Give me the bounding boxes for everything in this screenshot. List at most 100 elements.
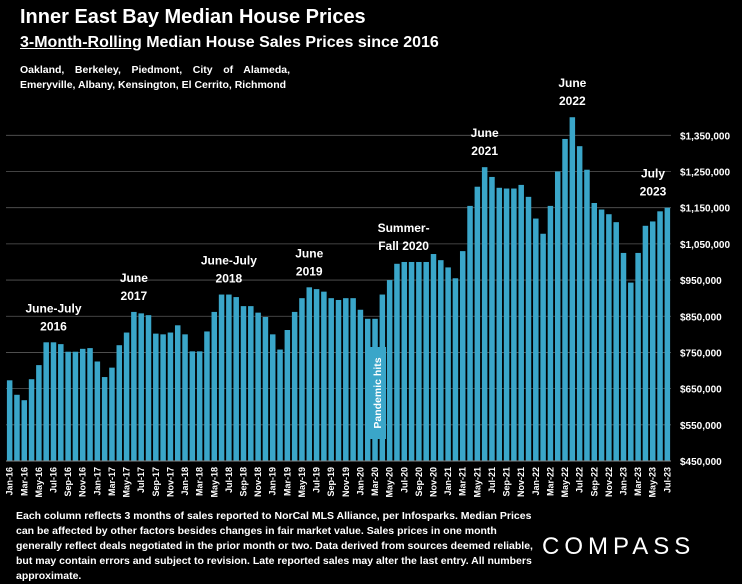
bar — [79, 348, 86, 461]
peak-annotation-line1: June — [295, 246, 323, 260]
x-tick-label: Mar-19 — [282, 467, 292, 496]
bar — [87, 348, 93, 461]
x-tick-label: Nov-18 — [253, 467, 263, 497]
bar — [321, 291, 327, 461]
x-tick-label: Mar-21 — [458, 467, 468, 496]
bar — [445, 267, 451, 461]
x-tick-label: Sep-17 — [151, 467, 161, 497]
y-tick-label: $450,000 — [680, 457, 722, 468]
x-tick-label: Sep-19 — [326, 467, 336, 497]
x-tick-label: Nov-17 — [165, 467, 175, 497]
bar — [591, 202, 598, 462]
x-tick-label: Jan-22 — [531, 467, 541, 496]
bar — [306, 287, 313, 461]
bar — [262, 316, 269, 461]
bar — [65, 351, 71, 461]
x-tick-label: Jul-23 — [662, 467, 672, 493]
x-tick-label: May-20 — [385, 467, 395, 498]
bar — [109, 367, 115, 461]
bar — [452, 278, 459, 461]
x-tick-label: Jul-20 — [399, 467, 409, 493]
bar — [584, 169, 590, 462]
bar — [160, 334, 166, 461]
x-tick-label: Jan-21 — [443, 467, 453, 496]
chart-subtitle: 3-Month-Rolling Median House Sales Price… — [20, 34, 439, 52]
y-tick-label: $1,050,000 — [680, 240, 730, 251]
x-tick-label: May-23 — [648, 467, 658, 498]
bar — [364, 318, 371, 461]
bar — [459, 251, 466, 461]
bar — [116, 345, 123, 461]
bar — [649, 221, 656, 461]
bar — [50, 342, 57, 461]
peak-annotation-line1: June — [471, 126, 499, 140]
x-tick-label: Sep-20 — [414, 467, 424, 497]
bar — [28, 379, 35, 461]
bar — [642, 225, 649, 461]
x-tick-label: Nov-21 — [516, 467, 526, 497]
y-tick-label: $950,000 — [680, 276, 722, 287]
region-line-1: Oakland, Berkeley, Piedmont, City of Ala… — [20, 64, 290, 76]
bar — [386, 280, 393, 461]
peak-annotation-line1: Summer- — [378, 221, 430, 235]
x-tick-label: Nov-22 — [604, 467, 614, 497]
bar — [218, 294, 225, 461]
peak-annotation-line1: June — [558, 76, 586, 90]
bar — [174, 325, 181, 461]
bar — [299, 298, 305, 461]
bar — [540, 233, 546, 461]
bar — [657, 211, 663, 461]
x-tick-label: Sep-16 — [63, 467, 73, 497]
peak-annotation-line2: 2017 — [121, 289, 148, 303]
bar — [277, 349, 283, 461]
x-tick-label: May-18 — [209, 467, 219, 498]
bar — [423, 261, 429, 461]
bar — [189, 351, 196, 461]
bar — [533, 218, 539, 461]
bar — [153, 333, 159, 461]
bar — [525, 196, 532, 461]
bar — [131, 311, 137, 461]
x-tick-label: Mar-23 — [633, 467, 643, 496]
bar — [248, 306, 254, 461]
subtitle-rest: Median House Sales Prices since 2016 — [141, 34, 439, 51]
bar — [438, 260, 444, 461]
bar — [562, 138, 568, 461]
x-tick-label: Nov-19 — [341, 467, 351, 497]
bar — [664, 207, 671, 461]
y-tick-label: $750,000 — [680, 348, 722, 359]
bar — [547, 205, 554, 461]
peak-annotation-line2: 2016 — [40, 319, 67, 333]
x-tick-label: Jul-16 — [49, 467, 59, 493]
bar — [72, 351, 79, 461]
bar — [240, 306, 247, 461]
y-tick-label: $550,000 — [680, 421, 722, 432]
bar — [43, 342, 49, 461]
bar — [569, 117, 576, 461]
bar — [620, 252, 627, 461]
x-tick-label: Jan-18 — [180, 467, 190, 496]
bar — [628, 282, 634, 461]
bar — [598, 209, 605, 461]
bar — [474, 186, 481, 461]
bar — [481, 167, 488, 461]
bar — [554, 171, 561, 462]
bar — [14, 394, 20, 461]
bar — [211, 311, 218, 461]
chart-title: Inner East Bay Median House Prices — [20, 6, 366, 28]
bar — [138, 313, 144, 461]
bar — [101, 377, 108, 461]
x-tick-label: Jan-20 — [355, 467, 365, 496]
x-tick-label: Jan-23 — [619, 467, 629, 496]
bar — [255, 312, 261, 461]
bar — [606, 214, 612, 461]
bar — [489, 176, 495, 461]
x-tick-label: May-17 — [122, 467, 132, 498]
pandemic-callout-label: Pandemic hits — [372, 357, 384, 428]
bar — [145, 315, 152, 461]
bar — [313, 289, 320, 461]
bar — [416, 261, 422, 461]
bar — [343, 298, 349, 461]
bar — [576, 146, 583, 462]
y-tick-label: $1,250,000 — [680, 168, 730, 179]
